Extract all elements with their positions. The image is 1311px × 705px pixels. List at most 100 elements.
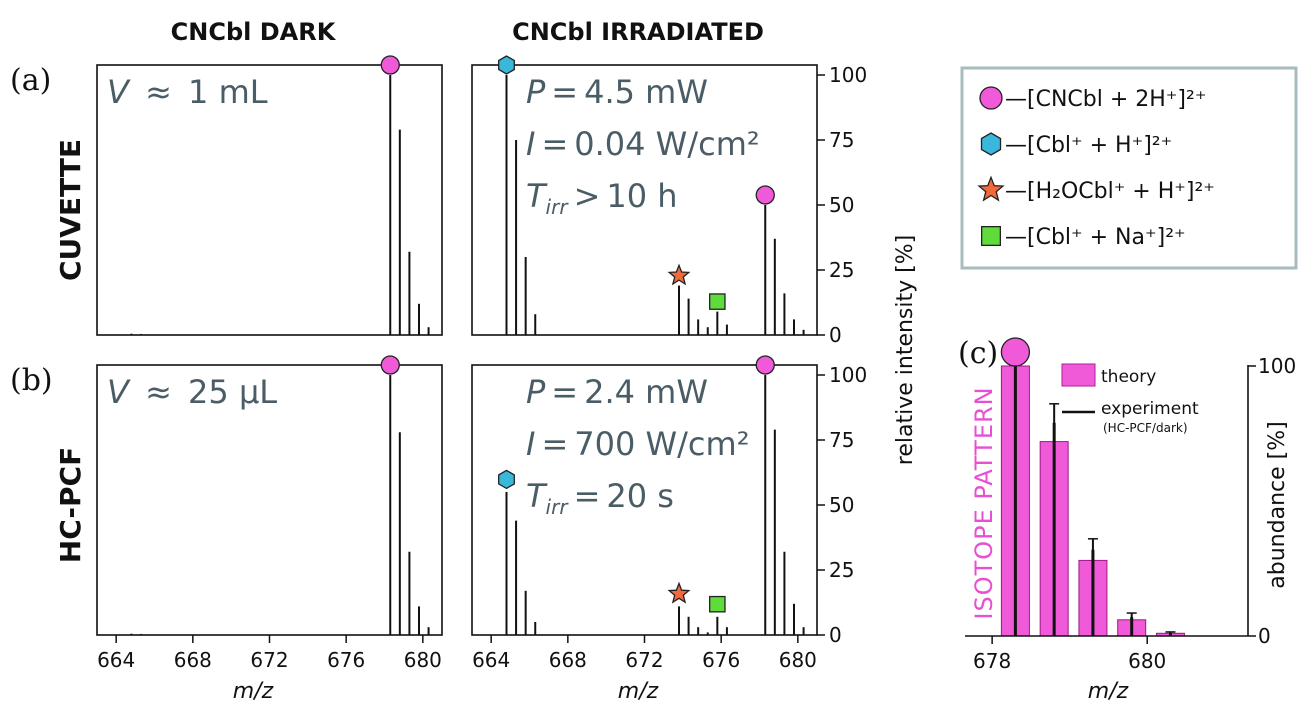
legend-label: —[H₂OCbl⁺ + H⁺]²⁺ <box>1005 179 1215 204</box>
annotation-line: I = 700 W/cm² <box>526 425 750 463</box>
x-tick-label: 668 <box>174 648 212 672</box>
annotation-subscript: irr <box>546 195 570 219</box>
x-tick-label: 680 <box>404 648 442 672</box>
annotation-variable: T <box>526 177 548 215</box>
annotation-volume-hcpcf: V ≈ 25 µL <box>107 373 277 411</box>
y-axis-label-abundance: abundance [%] <box>1265 421 1290 588</box>
annotation-volume-cuvette: V ≈ 1 mL <box>107 73 268 111</box>
annotation-value: 1 mL <box>188 73 268 111</box>
spectrum-markers <box>498 355 775 613</box>
panel-label-b: (b) <box>10 363 53 398</box>
spectrum-markers <box>498 55 775 310</box>
annotation-relation: = <box>551 73 578 111</box>
isotope-markers <box>1000 337 1031 367</box>
annotation-relation: = <box>541 425 568 463</box>
x-axis-label-c: m/z <box>1088 679 1129 704</box>
x-tick-label: 678 <box>973 649 1011 673</box>
y-tick-label: 0 <box>829 623 842 647</box>
panel-c-ticks: 678 680 0 100 <box>973 354 1296 673</box>
y-axis-label-relative-intensity: relative intensity [%] <box>893 235 918 465</box>
x-tick-label: 672 <box>625 648 663 672</box>
annotation-value: 25 µL <box>188 373 277 411</box>
circle-peak-marker <box>380 355 400 375</box>
x-tick-label: 676 <box>702 648 740 672</box>
annotation-relation: > <box>574 177 601 215</box>
x-ticks: 664 668 672 676 680 <box>97 635 442 672</box>
panel-a-irradiated: 0 25 50 75 100 <box>471 55 867 347</box>
circle-peak-marker <box>755 355 775 375</box>
annotation-value: 20 s <box>606 477 674 515</box>
annotation-line: Tirr >10 h <box>526 177 678 219</box>
legend-star-icon <box>977 175 1005 202</box>
y-tick-label: 100 <box>1258 354 1296 378</box>
legend-items: —[CNCbl + 2H⁺]²⁺ —[Cbl⁺ + H⁺]²⁺ —[H₂OCbl⁺ … <box>977 86 1215 250</box>
legend-label-experiment-note: (HC-PCF/dark) <box>1103 421 1188 435</box>
panel-b-irradiated: 664 668 672 676 680 0 25 50 75 100 <box>471 355 867 672</box>
annotation-variable: P <box>526 73 546 111</box>
annotation-value: 4.5 mW <box>584 73 708 111</box>
legend-label-experiment: experiment <box>1101 399 1199 419</box>
y-tick-label: 0 <box>1258 624 1271 648</box>
legend-hexagon-icon <box>980 132 1002 156</box>
annotation-line: Tirr = 20 s <box>526 477 674 519</box>
y-tick-label: 25 <box>829 258 854 282</box>
svg-text:V ≈ 1 mL: V ≈ 1 mL <box>107 73 268 111</box>
column-title-irradiated: CNCbl IRRADIATED <box>512 18 764 46</box>
annotation-value: 2.4 mW <box>584 373 708 411</box>
x-tick-label: 668 <box>549 648 587 672</box>
isotope-bars <box>1000 365 1185 637</box>
panel-frame <box>471 64 818 336</box>
annotation-variable: T <box>526 477 548 515</box>
x-tick-label: 672 <box>250 648 288 672</box>
panel-b-dark: 664 668 672 676 680 <box>96 355 443 672</box>
spectrum-bars <box>505 75 805 335</box>
legend-label: —[CNCbl + 2H⁺]²⁺ <box>1005 87 1206 112</box>
annotation-value: 700 W/cm² <box>574 425 749 463</box>
circle-peak-marker <box>755 185 775 205</box>
annotation-variable: I <box>526 425 535 463</box>
row-title-cuvette: CUVETTE <box>54 139 87 281</box>
annotation-variable: V <box>107 73 131 111</box>
legend: —[CNCbl + 2H⁺]²⁺ —[Cbl⁺ + H⁺]²⁺ —[H₂OCbl⁺ … <box>960 66 1298 270</box>
circle-peak-marker <box>380 55 400 75</box>
x-tick-label: 664 <box>472 648 510 672</box>
annotation-line: P = 2.4 mW <box>526 373 708 411</box>
star-peak-marker <box>667 581 691 604</box>
annotation-relation: = <box>551 373 578 411</box>
annotation-variable: I <box>526 125 535 163</box>
y-tick-label: 75 <box>829 428 854 452</box>
legend-frame <box>960 66 1298 270</box>
annotation-subscript: irr <box>546 495 570 519</box>
x-axis-label-dark: m/z <box>233 679 274 704</box>
annotation-variable: P <box>526 373 546 411</box>
hexagon-peak-marker <box>498 469 515 490</box>
x-tick-label: 664 <box>97 648 135 672</box>
legend-label-theory: theory <box>1101 367 1156 387</box>
square-peak-marker <box>709 293 726 310</box>
y-tick-label: 100 <box>829 63 867 87</box>
svg-text:V ≈ 25 µL: V ≈ 25 µL <box>107 373 277 411</box>
legend-swatch-theory <box>1061 363 1096 387</box>
annotation-value: 0.04 W/cm² <box>574 125 759 163</box>
y-tick-label: 0 <box>829 323 842 347</box>
y-ticks: 0 25 50 75 100 <box>817 363 867 647</box>
annotation-variable: V <box>107 373 131 411</box>
circle-peak-marker <box>1000 337 1031 367</box>
y-tick-label: 75 <box>829 128 854 152</box>
legend-circle-icon <box>979 86 1003 110</box>
panel-frame <box>96 64 443 336</box>
square-peak-marker <box>709 595 726 613</box>
column-title-dark: CNCbl DARK <box>171 18 337 46</box>
hexagon-peak-marker <box>498 55 515 75</box>
spectrum-bars <box>130 375 430 635</box>
y-ticks: 0 25 50 75 100 <box>817 63 867 347</box>
spectrum-bars <box>505 375 805 635</box>
y-tick-label: 50 <box>829 193 854 217</box>
annotation-relation: = <box>541 125 568 163</box>
x-tick-label: 680 <box>1128 649 1166 673</box>
x-axis-label-irradiated: m/z <box>618 679 659 704</box>
spectrum-markers <box>380 355 400 375</box>
annotation-relation: ≈ <box>145 73 172 111</box>
